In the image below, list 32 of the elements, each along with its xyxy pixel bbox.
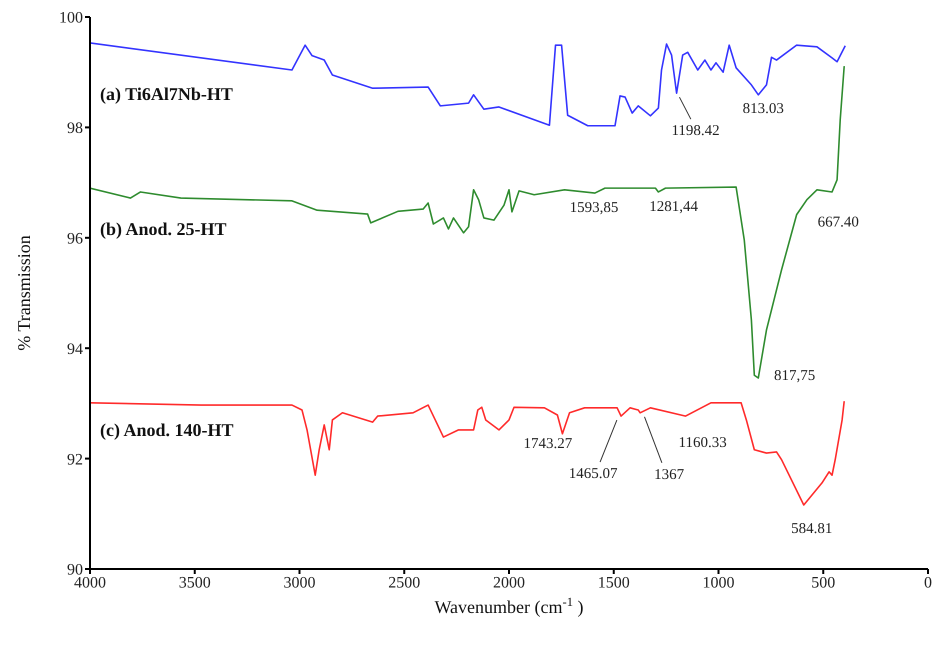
series-label: (b) Anod. 25-HT [100,219,227,240]
annotation: 1743.27 [523,436,573,452]
annotation: 1593,85 [570,200,618,216]
y-tick-label: 94 [67,340,83,358]
y-tick-label: 92 [67,451,83,468]
x-tick-label: 2500 [388,574,420,592]
x-tick-label: 3000 [284,574,316,592]
x-axis-title: Wavenumber (cm$^{-1}$ ) [434,595,584,617]
y-axis-title: % Transmission [14,235,34,351]
x-tick-label: 1000 [702,574,734,592]
y-tick-label: 100 [59,10,83,27]
x-tick-label: 3500 [178,574,211,592]
x-tick-label: 0 [924,574,932,592]
annotation: 1465.07 [568,466,618,482]
x-tick-label: 500 [811,574,836,592]
annotation: 813.03 [742,100,784,117]
annotation: 584.81 [791,520,832,537]
annotation: 1160.33 [678,435,727,452]
x-tick-label: 1500 [598,574,630,592]
y-tick-label: 96 [67,230,83,248]
y-tick-label: 98 [67,120,83,138]
series-label: (c) Anod. 140-HT [100,420,234,440]
x-tick-label: 4000 [74,574,106,592]
annotation: 817,75 [774,368,816,384]
series-label: (a) Ti6Al7Nb-HT [100,84,233,104]
annotation: 1367 [654,466,685,483]
x-tick-label: 2000 [493,574,525,592]
annotation: 1281,44 [649,198,699,215]
annotation: 667.40 [818,214,859,230]
annotation: 1198.42 [672,123,720,140]
line-series [90,42,846,127]
line-series [90,400,845,506]
